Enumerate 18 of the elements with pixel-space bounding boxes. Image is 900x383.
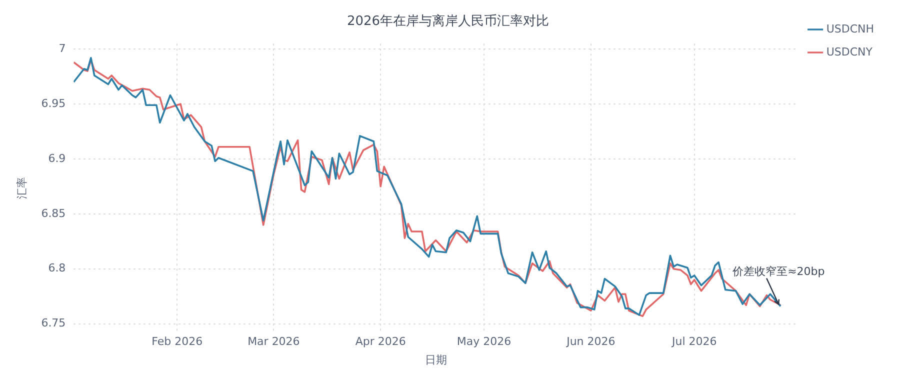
x-tick-label: Feb 2026 [152,335,203,348]
y-axis-title: 汇率 [15,177,28,200]
x-tick-label: May 2026 [456,335,512,348]
y-tick-label: 7 [58,42,66,55]
legend-label: USDCNH [826,22,874,36]
y-tick-label: 6.75 [41,316,66,330]
y-tick-label: 6.9 [48,152,66,165]
chart-title: 2026年在岸与离岸人民币汇率对比 [346,13,550,30]
x-tick-label: Jul 2026 [670,335,717,348]
x-tick-label: Jun 2026 [566,335,616,348]
y-tick-label: 6.85 [41,206,66,220]
x-tick-label: Mar 2026 [248,335,300,348]
x-tick-label: Apr 2026 [355,335,406,348]
annotation: 价差收窄至≈20bp [732,265,825,278]
x-axis-title: 日期 [424,353,447,366]
y-tick-label: 6.8 [48,262,66,275]
y-tick-label: 6.95 [41,96,66,110]
legend-label: USDCNY [826,45,873,58]
